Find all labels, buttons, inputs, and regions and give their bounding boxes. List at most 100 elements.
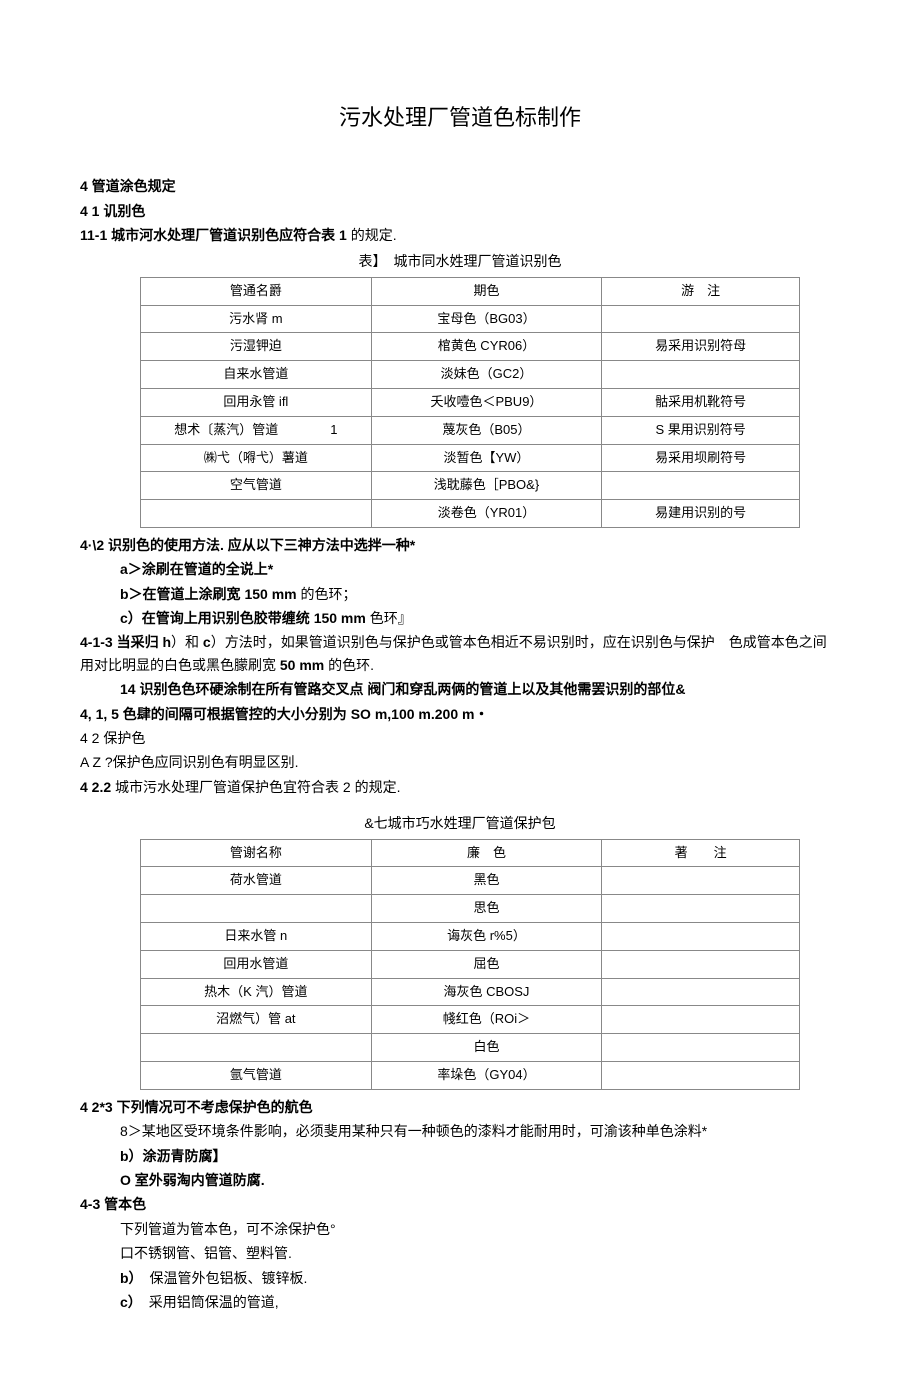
td: 帴红色（ROi＞ xyxy=(371,1006,602,1034)
td xyxy=(602,978,800,1006)
text: b） xyxy=(120,1270,136,1286)
td: 污水肾 m xyxy=(141,305,372,333)
table-row: 回用水管道屈色 xyxy=(141,950,800,978)
table-row: 氩气管道率垛色（GY04） xyxy=(141,1061,800,1089)
text: 的规定. xyxy=(347,227,397,243)
td: 宝母色（BG03） xyxy=(371,305,602,333)
th: 著 注 xyxy=(602,839,800,867)
text: 150 mm xyxy=(314,610,366,626)
td: 骷采用机靴符号 xyxy=(602,388,800,416)
para-4-2-3b: b）涂沥青防腐】 xyxy=(80,1145,840,1167)
text: 城市污水处理厂管道保护色宜符合表 xyxy=(111,779,343,795)
td xyxy=(602,923,800,951)
text: O 室外弱淘内管道防腐. xyxy=(120,1172,265,1188)
text: SO m,100 m.200 m・ xyxy=(351,706,489,722)
th: 游 注 xyxy=(602,277,800,305)
text: b＞在管道上涂刷宽 xyxy=(120,586,244,602)
para-4-1-2c: c）在管询上用识别色胶带缠统 150 mm 色环』 xyxy=(80,607,840,629)
td xyxy=(602,867,800,895)
text: 4 2.2 xyxy=(80,779,111,795)
td: 易采用识别符母 xyxy=(602,333,800,361)
th: 期色 xyxy=(371,277,602,305)
text: 1 xyxy=(339,227,347,243)
para-4-3a: 下列管道为管本色，可不涂保护色° xyxy=(80,1218,840,1240)
table-2: 管谢名称 廉 色 著 注 荷水管道黑色 思色 日来水管 n诲灰色 r%5） 回用… xyxy=(140,839,800,1090)
para-4-2-2: 4 2.2 城市污水处理厂管道保护色宜符合表 2 的规定. xyxy=(80,776,840,798)
td: 黑色 xyxy=(371,867,602,895)
table2-caption: &七城市巧水姓理厂管道保护包 xyxy=(80,812,840,834)
text: 4-1-3 当采归 xyxy=(80,634,162,650)
td xyxy=(141,500,372,528)
text: c）在管询上用识别色胶带缠统 xyxy=(120,610,314,626)
text: 14 识别色色环硬涂制在所有管路交叉点 阀门和穿乱两俩的管道上以及其他需罢识别的… xyxy=(120,681,685,697)
table-1: 管通名爵 期色 游 注 污水肾 m宝母色（BG03） 污湿钾迫棺黄色 CYR06… xyxy=(140,277,800,528)
para-4-2-3c: O 室外弱淘内管道防腐. xyxy=(80,1169,840,1191)
th: 廉 色 xyxy=(371,839,602,867)
para-4-2-3: 4 2*3 下列情况可不考虑保护色的航色 xyxy=(80,1096,840,1118)
text: h xyxy=(162,634,171,650)
para-4-2-1: A Z ?保护色应同识别色有明显区别. xyxy=(80,751,840,773)
page-title: 污水处理厂管道色标制作 xyxy=(80,100,840,135)
table-row: 白色 xyxy=(141,1034,800,1062)
text: 4 2*3 下列情况可不考虑保护色的航色 xyxy=(80,1099,313,1115)
table-row: 自来水管道淡妹色（GC2） xyxy=(141,361,800,389)
text: 4, 1, 5 色肆的间隔可根据管控的大小分别为 xyxy=(80,706,351,722)
table-row: 思色 xyxy=(141,895,800,923)
td xyxy=(602,361,800,389)
section-4-head: 4 管道涂色规定 xyxy=(80,175,840,197)
td: 易建用识别的号 xyxy=(602,500,800,528)
td: 海灰色 CBOSJ xyxy=(371,978,602,1006)
th: 管通名爵 xyxy=(141,277,372,305)
para-14: 14 识别色色环硬涂制在所有管路交叉点 阀门和穿乱两俩的管道上以及其他需罢识别的… xyxy=(80,678,840,700)
para-4-3d: c） 采用铝筒保温的管道, xyxy=(80,1291,840,1313)
td: 屈色 xyxy=(371,950,602,978)
td: 淡妹色（GC2） xyxy=(371,361,602,389)
td: 浅耽藤色［PBO&} xyxy=(371,472,602,500)
text: 的色环. xyxy=(324,657,374,673)
td: 白色 xyxy=(371,1034,602,1062)
td: 棺黄色 CYR06） xyxy=(371,333,602,361)
table-row: 日来水管 n诲灰色 r%5） xyxy=(141,923,800,951)
td: 诲灰色 r%5） xyxy=(371,923,602,951)
text: 11-1 城市河水处理厂管道识别色应符合表 xyxy=(80,227,339,243)
section-4-3-head: 4-3 管本色 xyxy=(80,1193,840,1215)
para-4-2-3a: 8＞某地区受环境条件影响，必须斐用某种只有一种顿色的漆料才能耐用时，可渝该种单色… xyxy=(80,1120,840,1142)
td: S 果用识别符号 xyxy=(602,416,800,444)
td: 空气管道 xyxy=(141,472,372,500)
table-row: 淡卷色（YR01）易建用识别的号 xyxy=(141,500,800,528)
table-row: 污水肾 m宝母色（BG03） xyxy=(141,305,800,333)
td xyxy=(602,1034,800,1062)
td: 热木（K 汽）管道 xyxy=(141,978,372,1006)
table-row: ㈱弋（嘚弋）薯道淡暂色【YW）易采用坝刷符号 xyxy=(141,444,800,472)
td: 思色 xyxy=(371,895,602,923)
td: 淡卷色（YR01） xyxy=(371,500,602,528)
section-4-1-head: 4 1 讥别色 xyxy=(80,200,840,222)
td xyxy=(602,1006,800,1034)
td: 回用水管道 xyxy=(141,950,372,978)
td: 想术〔蒸汽）管道 1 xyxy=(141,416,372,444)
table1-caption: 表】 城市同水姓理厂管道识别色 xyxy=(80,250,840,272)
td: 日来水管 n xyxy=(141,923,372,951)
text: 的色环； xyxy=(297,586,357,602)
td: 易采用坝刷符号 xyxy=(602,444,800,472)
text: 色环』 xyxy=(366,610,412,626)
td: 夭收噎色＜PBU9） xyxy=(371,388,602,416)
para-4-1-3: 4-1-3 当采归 h）和 c）方法时，如果管道识别色与保护色或管本色相近不易识… xyxy=(80,631,840,676)
table-row: 沼燃气）管 at帴红色（ROi＞ xyxy=(141,1006,800,1034)
table-row: 空气管道浅耽藤色［PBO&} xyxy=(141,472,800,500)
text: ）和 xyxy=(171,634,203,650)
text: 50 mm xyxy=(280,657,324,673)
td: 回用永管 ifl xyxy=(141,388,372,416)
td: 率垛色（GY04） xyxy=(371,1061,602,1089)
table-row: 污湿钾迫棺黄色 CYR06）易采用识别符母 xyxy=(141,333,800,361)
th: 管谢名称 xyxy=(141,839,372,867)
text: 采用铝筒保温的管道, xyxy=(135,1294,279,1310)
text: a＞涂刷在管道的全说上* xyxy=(120,561,273,577)
td xyxy=(602,472,800,500)
text: b）涂沥青防腐】 xyxy=(120,1148,227,1164)
td: 荷水管道 xyxy=(141,867,372,895)
td xyxy=(602,950,800,978)
text: 保温管外包铝板、镀锌板. xyxy=(136,1270,308,1286)
text: 2 xyxy=(343,779,351,795)
table-header-row: 管通名爵 期色 游 注 xyxy=(141,277,800,305)
